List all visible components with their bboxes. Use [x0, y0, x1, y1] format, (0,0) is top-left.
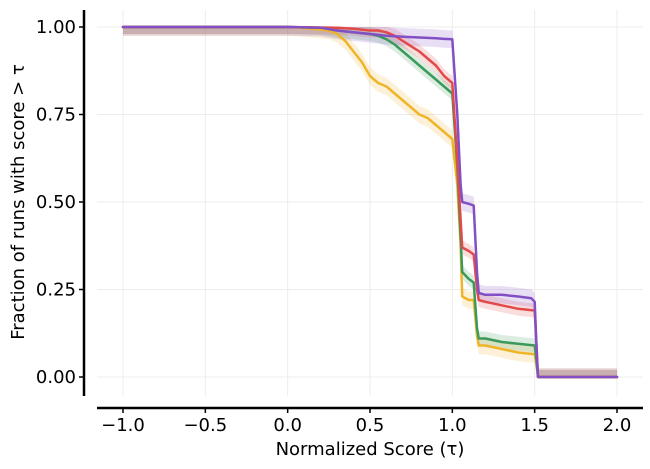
x-axis-title: Normalized Score (τ) — [276, 439, 465, 460]
y-tick-label: 0.75 — [36, 105, 76, 126]
line-purple — [121, 25, 619, 379]
y-axis-ticks: 0.00 0.25 0.50 0.75 1.00 — [36, 17, 84, 388]
line-orange — [121, 25, 619, 379]
x-axis-ticks: −1.0 −0.5 0.0 0.5 1.0 1.5 2.0 — [101, 408, 631, 436]
y-tick-label: 1.00 — [36, 17, 76, 38]
x-tick-label: 1.0 — [438, 415, 467, 436]
x-tick-label: −0.5 — [183, 415, 227, 436]
x-tick-label: −1.0 — [101, 415, 145, 436]
x-tick-label: 0.5 — [356, 415, 385, 436]
x-tick-label: 2.0 — [603, 415, 632, 436]
x-tick-label: 1.5 — [520, 415, 549, 436]
y-axis-title: Fraction of runs with score > τ — [8, 64, 29, 340]
line-red — [121, 25, 619, 379]
band-purple — [123, 27, 617, 377]
confidence-bands — [123, 27, 617, 377]
y-tick-label: 0.00 — [36, 367, 76, 388]
y-tick-label: 0.50 — [36, 192, 76, 213]
y-tick-label: 0.25 — [36, 280, 76, 301]
x-tick-label: 0.0 — [273, 415, 302, 436]
series-lines — [121, 25, 619, 379]
